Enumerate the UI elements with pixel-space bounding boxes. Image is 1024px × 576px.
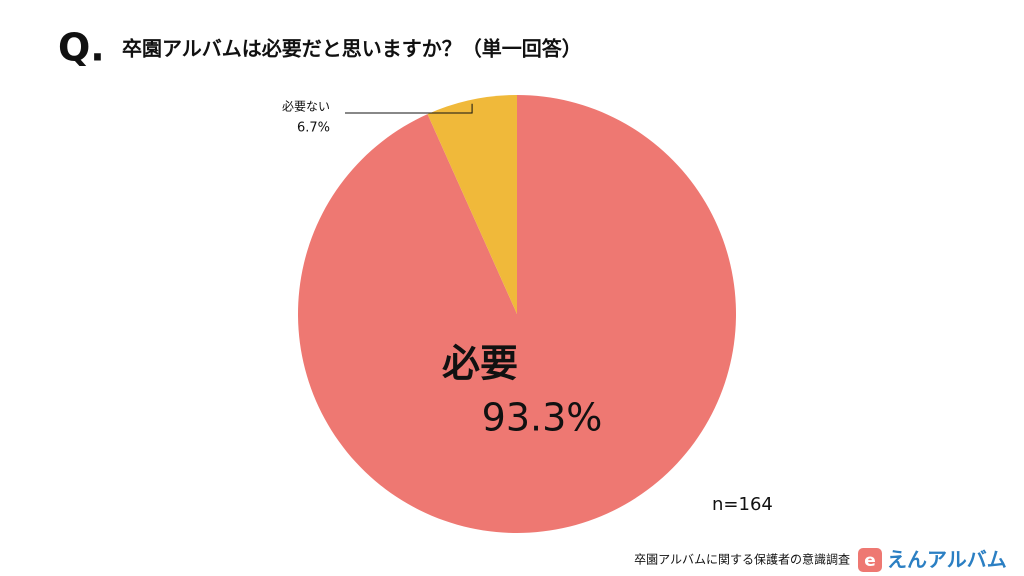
leader-line — [345, 103, 473, 114]
slice-value-label: 93.3% — [482, 396, 603, 440]
question-marker: Q. — [58, 26, 105, 70]
pie-slice — [427, 95, 517, 314]
slice-label: 必要 — [442, 342, 518, 386]
logo-icon: e — [864, 551, 876, 571]
logo-icon-box — [858, 548, 882, 572]
slice-value-label: 6.7% — [297, 121, 330, 136]
source-note: 卒園アルバムに関する保護者の意識調査 — [634, 552, 850, 567]
chart-title: 卒園アルバムは必要だと思いますか？（単一回答） — [122, 37, 582, 61]
logo-text: えんアルバム — [887, 548, 1007, 572]
slice-label: 必要ない — [282, 100, 330, 114]
sample-size: n=164 — [712, 494, 773, 515]
